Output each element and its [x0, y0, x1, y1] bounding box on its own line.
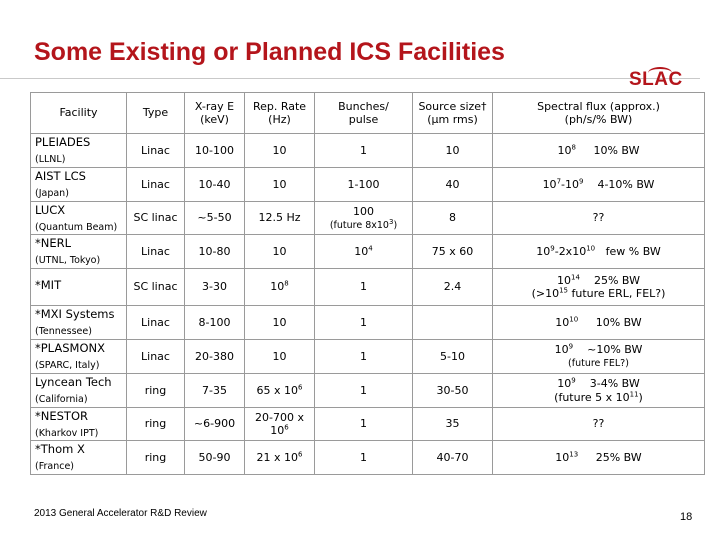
bunch-cell: 1 — [314, 373, 413, 408]
table-row: *MXI Systems (Tennessee) Linac 8-100 10 1… — [30, 305, 705, 340]
slac-logo: SLAC — [629, 69, 683, 90]
header-xray-energy: X-ray E (keV) — [184, 92, 245, 134]
bunch-cell: 1 — [314, 268, 413, 306]
facility-cell: *MIT — [30, 268, 127, 306]
xray-cell: 8-100 — [184, 305, 245, 340]
source-cell: 35 — [412, 407, 493, 441]
type-cell: Linac — [126, 339, 185, 374]
slac-logo-arc-icon — [648, 67, 672, 79]
bunch-cell: 1 — [314, 407, 413, 441]
bunch-cell: 104 — [314, 234, 413, 269]
type-cell: ring — [126, 373, 185, 408]
type-cell: Linac — [126, 133, 185, 168]
bunch-cell: 1 — [314, 339, 413, 374]
xray-cell: 50-90 — [184, 440, 245, 475]
facility-cell: *NESTOR (Kharkov IPT) — [30, 407, 127, 441]
table-row: *PLASMONX (SPARC, Italy) Linac 20-380 10 … — [30, 339, 705, 374]
rep-cell: 20-700 x 106 — [244, 407, 315, 441]
rep-cell: 10 — [244, 339, 315, 374]
xray-cell: ~6-900 — [184, 407, 245, 441]
source-cell: 10 — [412, 133, 493, 168]
title-divider — [0, 78, 700, 79]
flux-cell: ?? — [492, 201, 705, 235]
type-cell: Linac — [126, 234, 185, 269]
rep-cell: 21 x 106 — [244, 440, 315, 475]
table-row: *MIT SC linac 3-30 108 1 2.4 1014 25% BW… — [30, 268, 705, 306]
source-cell: 40 — [412, 167, 493, 202]
xray-cell: 10-80 — [184, 234, 245, 269]
source-cell: 5-10 — [412, 339, 493, 374]
facility-cell: Lyncean Tech (California) — [30, 373, 127, 408]
bunch-cell: 1-100 — [314, 167, 413, 202]
flux-cell: 108 10% BW — [492, 133, 705, 168]
rep-cell: 10 — [244, 133, 315, 168]
rep-cell: 65 x 106 — [244, 373, 315, 408]
rep-cell: 108 — [244, 268, 315, 306]
bunch-cell: 1 — [314, 305, 413, 340]
source-cell: 30-50 — [412, 373, 493, 408]
table-row: *NESTOR (Kharkov IPT) ring ~6-900 20-700 … — [30, 407, 705, 441]
table-row: *NERL (UTNL, Tokyo) Linac 10-80 10 104 75… — [30, 234, 705, 269]
bunch-cell: 1 — [314, 133, 413, 168]
source-cell: 8 — [412, 201, 493, 235]
type-cell: Linac — [126, 305, 185, 340]
type-cell: SC linac — [126, 268, 185, 306]
facility-cell: PLEIADES (LLNL) — [30, 133, 127, 168]
flux-cell: 107-109 4-10% BW — [492, 167, 705, 202]
facility-cell: LUCX (Quantum Beam) — [30, 201, 127, 235]
rep-cell: 10 — [244, 305, 315, 340]
rep-cell: 10 — [244, 234, 315, 269]
xray-cell: 20-380 — [184, 339, 245, 374]
facility-cell: *PLASMONX (SPARC, Italy) — [30, 339, 127, 374]
type-cell: ring — [126, 407, 185, 441]
type-cell: ring — [126, 440, 185, 475]
flux-cell: 109-2x1010 few % BW — [492, 234, 705, 269]
header-bunches: Bunches/pulse — [314, 92, 413, 134]
source-cell: 75 x 60 — [412, 234, 493, 269]
table-row: *Thom X (France) ring 50-90 21 x 106 1 40… — [30, 440, 705, 475]
flux-cell: 1010 10% BW — [492, 305, 705, 340]
facility-cell: *MXI Systems (Tennessee) — [30, 305, 127, 340]
facility-cell: *NERL (UTNL, Tokyo) — [30, 234, 127, 269]
source-cell: 40-70 — [412, 440, 493, 475]
table-row: Lyncean Tech (California) ring 7-35 65 x … — [30, 373, 705, 408]
flux-cell: 109 3-4% BW (future 5 x 1011) — [492, 373, 705, 408]
header-rep-rate: Rep. Rate (Hz) — [244, 92, 315, 134]
xray-cell: 3-30 — [184, 268, 245, 306]
facility-cell: AIST LCS (Japan) — [30, 167, 127, 202]
table-row: AIST LCS (Japan) Linac 10-40 10 1-100 40 … — [30, 167, 705, 202]
bunch-cell: 100 (future 8x103) — [314, 201, 413, 235]
header-source-size: Source size† (μm rms) — [412, 92, 493, 134]
table-row: PLEIADES (LLNL) Linac 10-100 10 1 10 108 … — [30, 133, 705, 168]
xray-cell: 10-100 — [184, 133, 245, 168]
xray-cell: 10-40 — [184, 167, 245, 202]
header-facility: Facility — [30, 92, 127, 134]
flux-cell: 1013 25% BW — [492, 440, 705, 475]
type-cell: Linac — [126, 167, 185, 202]
table-row: LUCX (Quantum Beam) SC linac ~5-50 12.5 H… — [30, 201, 705, 235]
slide-title: Some Existing or Planned ICS Facilities — [34, 38, 505, 66]
type-cell: SC linac — [126, 201, 185, 235]
rep-cell: 12.5 Hz — [244, 201, 315, 235]
flux-cell: ?? — [492, 407, 705, 441]
xray-cell: ~5-50 — [184, 201, 245, 235]
flux-cell: 109 ~10% BW (future FEL?) — [492, 339, 705, 374]
facility-cell: *Thom X (France) — [30, 440, 127, 475]
bunch-cell: 1 — [314, 440, 413, 475]
source-cell: 2.4 — [412, 268, 493, 306]
page-number: 18 — [680, 511, 693, 523]
facilities-table: Facility Type X-ray E (keV) Rep. Rate (Hz)… — [30, 92, 705, 475]
xray-cell: 7-35 — [184, 373, 245, 408]
header-row: Facility Type X-ray E (keV) Rep. Rate (Hz)… — [30, 92, 705, 134]
header-type: Type — [126, 92, 185, 134]
header-spectral-flux: Spectral flux (approx.) (ph/s/% BW) — [492, 92, 705, 134]
flux-cell: 1014 25% BW (>1015 future ERL, FEL?) — [492, 268, 705, 306]
rep-cell: 10 — [244, 167, 315, 202]
footer-text: 2013 General Accelerator R&D Review — [34, 508, 207, 519]
source-cell — [412, 305, 493, 340]
